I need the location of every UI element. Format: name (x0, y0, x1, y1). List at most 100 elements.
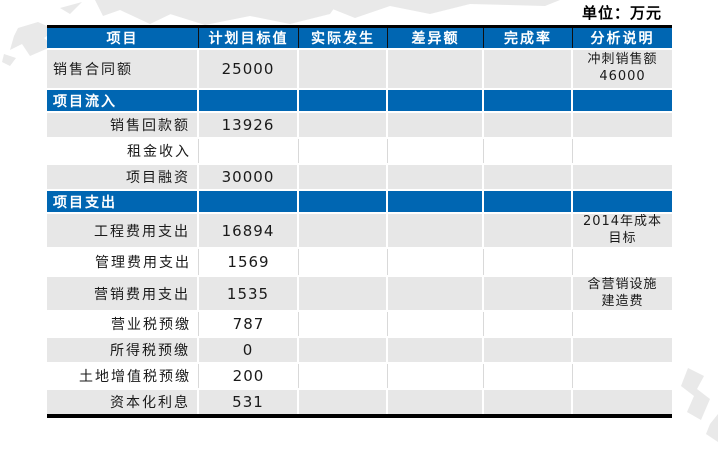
cell-analysis (573, 338, 672, 362)
section-cell-diff (388, 191, 484, 212)
section-cell-actual (299, 90, 388, 111)
section-row: 项目流入 (47, 90, 672, 111)
cell-diff (388, 249, 484, 275)
cell-project: 销售回款额 (47, 113, 199, 137)
cell-rate (484, 214, 573, 247)
table-row: 销售合同额 25000 冲刺销售额 46000 (47, 50, 672, 88)
cell-rate (484, 277, 573, 310)
budget-table: 项目 计划目标值 实际发生 差异额 完成率 分析说明 销售合同额 25000 冲刺销售额 46… (47, 25, 672, 418)
cell-planned: 1535 (199, 277, 299, 310)
section-cell-planned (199, 191, 299, 212)
table-row: 营销费用支出 1535 含营销设施 建造费 (47, 277, 672, 310)
section-cell-actual (299, 191, 388, 212)
cell-project: 项目融资 (47, 165, 199, 189)
cell-actual (299, 277, 388, 310)
header-cell-actual: 实际发生 (299, 28, 388, 48)
cell-actual (299, 390, 388, 414)
cell-project: 所得税预缴 (47, 338, 199, 362)
cell-analysis (573, 249, 672, 275)
cell-actual (299, 139, 388, 163)
cell-planned: 16894 (199, 214, 299, 247)
cell-analysis: 冲刺销售额 46000 (573, 50, 672, 88)
cell-actual (299, 50, 388, 88)
cell-diff (388, 312, 484, 336)
cell-diff (388, 165, 484, 189)
cell-rate (484, 139, 573, 163)
cell-project: 营业税预缴 (47, 312, 199, 336)
cell-rate (484, 113, 573, 137)
cell-analysis (573, 390, 672, 414)
cell-planned: 0 (199, 338, 299, 362)
header-cell-analysis: 分析说明 (573, 28, 672, 48)
table-row: 管理费用支出 1569 (47, 249, 672, 275)
cell-diff (388, 277, 484, 310)
cell-diff (388, 338, 484, 362)
cell-rate (484, 364, 573, 388)
section-row: 项目支出 (47, 191, 672, 212)
unit-label: 单位：万元 (581, 4, 662, 22)
cell-diff (388, 364, 484, 388)
cell-actual (299, 312, 388, 336)
cell-project: 管理费用支出 (47, 249, 199, 275)
cell-planned (199, 139, 299, 163)
cell-planned: 30000 (199, 165, 299, 189)
cell-actual (299, 165, 388, 189)
cell-analysis: 2014年成本 目标 (573, 214, 672, 247)
cell-project: 土地增值税预缴 (47, 364, 199, 388)
section-cell-diff (388, 90, 484, 111)
cell-actual (299, 364, 388, 388)
section-cell-planned (199, 90, 299, 111)
section-cell-rate (484, 191, 573, 212)
cell-rate (484, 338, 573, 362)
cell-analysis (573, 165, 672, 189)
cell-actual (299, 113, 388, 137)
cell-project: 销售合同额 (47, 50, 199, 88)
header-cell-rate: 完成率 (484, 28, 573, 48)
section-label: 项目支出 (47, 191, 199, 212)
cell-actual (299, 249, 388, 275)
cell-planned: 787 (199, 312, 299, 336)
cell-diff (388, 113, 484, 137)
cell-project: 营销费用支出 (47, 277, 199, 310)
table-row: 营业税预缴 787 (47, 312, 672, 336)
cell-actual (299, 214, 388, 247)
cell-planned: 25000 (199, 50, 299, 88)
cell-project: 租金收入 (47, 139, 199, 163)
table-row: 租金收入 (47, 139, 672, 163)
cell-analysis (573, 113, 672, 137)
section-cell-analysis (573, 90, 672, 111)
cell-analysis: 含营销设施 建造费 (573, 277, 672, 310)
section-cell-analysis (573, 191, 672, 212)
section-label: 项目流入 (47, 90, 199, 111)
table-body: 销售合同额 25000 冲刺销售额 46000 项目流入 销售回款额 13926 租金收入项… (47, 50, 672, 414)
cell-rate (484, 312, 573, 336)
cell-analysis (573, 139, 672, 163)
cell-diff (388, 214, 484, 247)
header-cell-project: 项目 (47, 28, 199, 48)
cell-rate (484, 50, 573, 88)
header-cell-diff: 差异额 (388, 28, 484, 48)
cell-planned: 13926 (199, 113, 299, 137)
cell-project: 资本化利息 (47, 390, 199, 414)
cell-diff (388, 139, 484, 163)
cell-planned: 200 (199, 364, 299, 388)
cell-planned: 531 (199, 390, 299, 414)
cell-analysis (573, 312, 672, 336)
table-row: 土地增值税预缴 200 (47, 364, 672, 388)
cell-rate (484, 165, 573, 189)
section-cell-rate (484, 90, 573, 111)
header-cell-planned: 计划目标值 (199, 28, 299, 48)
header-row: 项目 计划目标值 实际发生 差异额 完成率 分析说明 (47, 28, 672, 48)
table-row: 项目融资 30000 (47, 165, 672, 189)
cell-diff (388, 390, 484, 414)
table-row: 资本化利息 531 (47, 390, 672, 414)
cell-project: 工程费用支出 (47, 214, 199, 247)
cell-rate (484, 249, 573, 275)
cell-diff (388, 50, 484, 88)
cell-rate (484, 390, 573, 414)
table-row: 所得税预缴 0 (47, 338, 672, 362)
table-row: 工程费用支出 16894 2014年成本 目标 (47, 214, 672, 247)
cell-planned: 1569 (199, 249, 299, 275)
